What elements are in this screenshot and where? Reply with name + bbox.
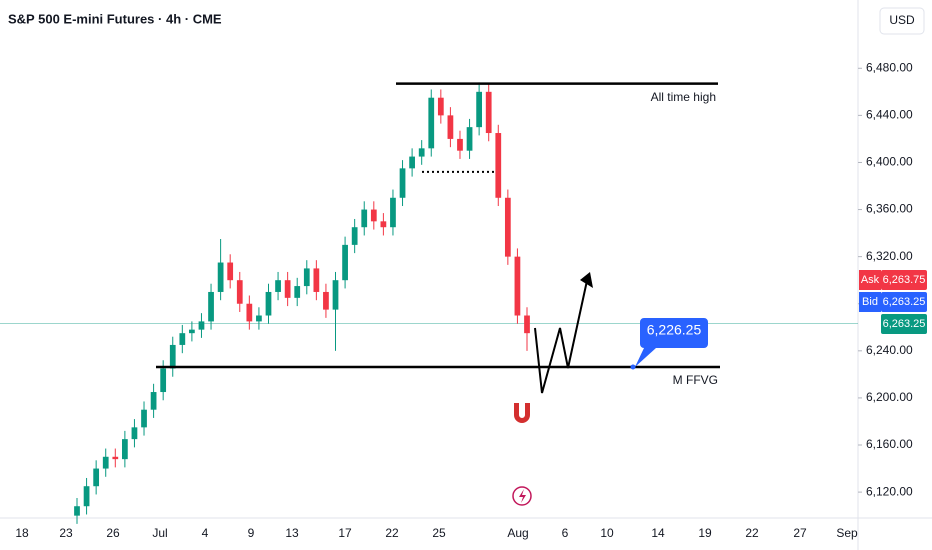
candle-body bbox=[83, 486, 90, 507]
candle-body bbox=[457, 138, 463, 151]
y-tick-label: 6,120.00 bbox=[866, 484, 913, 498]
quote-box bbox=[881, 314, 927, 334]
quote-box bbox=[881, 270, 927, 290]
candle-body bbox=[112, 456, 119, 460]
x-tick-label: 9 bbox=[248, 526, 255, 540]
y-tick-label: 6,320.00 bbox=[866, 249, 913, 263]
x-tick-label: 19 bbox=[698, 526, 712, 540]
y-tick-label: 6,200.00 bbox=[866, 390, 913, 404]
candle-body bbox=[294, 286, 301, 298]
candle-body bbox=[380, 221, 387, 228]
x-tick-label: 25 bbox=[432, 526, 446, 540]
candle-body bbox=[390, 197, 396, 228]
candle-body bbox=[179, 333, 186, 345]
candle-body bbox=[150, 392, 157, 410]
projection-path bbox=[534, 275, 589, 394]
quote-value: 6,263.75 bbox=[883, 274, 926, 286]
candle-body bbox=[342, 244, 348, 281]
candle-body bbox=[524, 315, 530, 334]
candle-body bbox=[160, 368, 167, 393]
candle-body bbox=[102, 456, 109, 469]
candle-body bbox=[217, 262, 224, 292]
candle-body bbox=[256, 315, 262, 322]
candle-body bbox=[265, 291, 272, 316]
quote-box bbox=[881, 292, 927, 312]
quote-value: 6,263.25 bbox=[883, 318, 926, 330]
x-tick-label: 10 bbox=[600, 526, 614, 540]
candle-body bbox=[227, 262, 234, 281]
candle-body bbox=[169, 344, 176, 369]
y-tick-label: 6,240.00 bbox=[866, 343, 913, 357]
quote-tag bbox=[859, 292, 881, 312]
x-tick-label: 26 bbox=[106, 526, 120, 540]
callout-box bbox=[635, 318, 708, 368]
candle-body bbox=[275, 280, 281, 292]
candle-body bbox=[351, 227, 358, 245]
candle-body bbox=[208, 291, 214, 322]
candle-body bbox=[428, 97, 435, 149]
x-tick-label: 22 bbox=[745, 526, 759, 540]
candle-body bbox=[466, 127, 473, 151]
candle-body bbox=[447, 115, 454, 139]
candle-body bbox=[323, 291, 329, 310]
quote-name: Ask bbox=[861, 274, 880, 286]
candle-body bbox=[122, 439, 128, 460]
x-tick-label: 27 bbox=[793, 526, 807, 540]
candle-body bbox=[74, 506, 80, 516]
y-tick-label: 6,480.00 bbox=[866, 60, 913, 74]
candle-body bbox=[361, 209, 368, 228]
x-tick-label: 17 bbox=[338, 526, 352, 540]
candle-body bbox=[246, 303, 253, 322]
candle-body bbox=[198, 321, 205, 330]
y-tick-label: 6,400.00 bbox=[866, 155, 913, 169]
quote-tag bbox=[859, 270, 881, 290]
candle-body bbox=[303, 268, 310, 287]
callout-label: 6,226.25 bbox=[647, 322, 702, 338]
y-tick-label: 6,440.00 bbox=[866, 108, 913, 122]
currency[interactable]: USD bbox=[889, 13, 915, 27]
candle-body bbox=[236, 280, 243, 304]
y-tick-label: 6,360.00 bbox=[866, 202, 913, 216]
candle-body bbox=[495, 133, 502, 198]
x-tick-label: 14 bbox=[651, 526, 665, 540]
quote-name: Bid bbox=[862, 296, 878, 308]
candle-body bbox=[313, 268, 320, 292]
candle-body bbox=[504, 197, 511, 257]
candle-body bbox=[485, 91, 492, 134]
x-tick-label: 18 bbox=[15, 526, 29, 540]
arrow-head bbox=[580, 272, 593, 288]
y-tick-label: 6,160.00 bbox=[866, 437, 913, 451]
candle-body bbox=[409, 156, 415, 169]
x-tick-label: 13 bbox=[285, 526, 299, 540]
x-tick-label: Aug bbox=[507, 526, 528, 540]
candle-body bbox=[284, 280, 291, 298]
x-tick-label: Sep bbox=[836, 526, 858, 540]
event-bolt bbox=[519, 489, 526, 503]
candle-body bbox=[437, 97, 444, 116]
x-tick-label: 4 bbox=[202, 526, 209, 540]
currency-button[interactable] bbox=[879, 7, 925, 35]
quote-value: 6,263.25 bbox=[883, 296, 926, 308]
candle-body bbox=[370, 209, 377, 222]
candle-body bbox=[399, 168, 406, 198]
level-label: M FFVG bbox=[673, 373, 718, 387]
chart-title: S&P 500 E-mini Futures · 4h · CME bbox=[8, 11, 222, 26]
candle-body bbox=[141, 409, 147, 428]
candle-body bbox=[514, 256, 521, 316]
candle-body bbox=[476, 91, 482, 128]
x-tick-label: Jul bbox=[152, 526, 167, 540]
candle-body bbox=[93, 468, 100, 487]
x-tick-label: 6 bbox=[562, 526, 569, 540]
candle-body bbox=[332, 280, 339, 310]
callout-anchor bbox=[630, 364, 636, 370]
candle-body bbox=[131, 427, 138, 440]
x-tick-label: 22 bbox=[385, 526, 399, 540]
magnet-icon bbox=[514, 403, 530, 423]
candle-body bbox=[189, 329, 195, 334]
level-label: All time high bbox=[651, 90, 716, 104]
x-tick-label: 23 bbox=[59, 526, 73, 540]
candle-body bbox=[418, 148, 425, 157]
